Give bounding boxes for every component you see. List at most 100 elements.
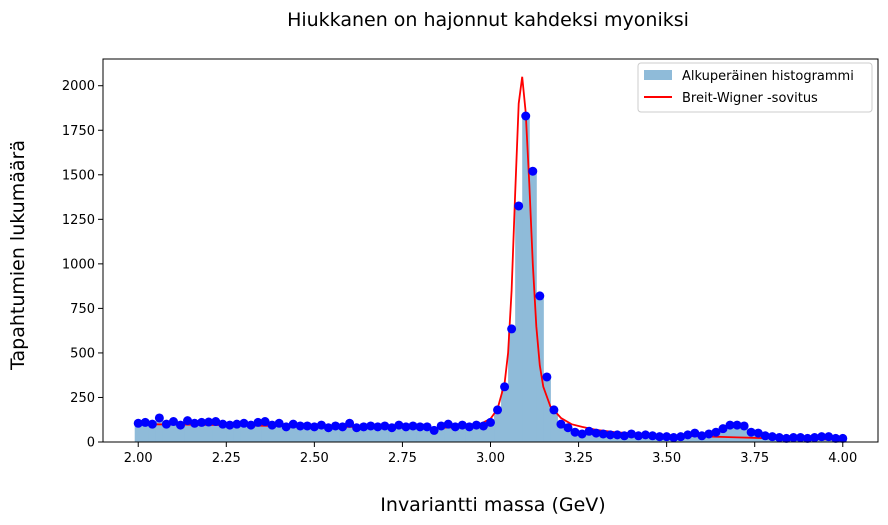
data-point xyxy=(338,422,348,432)
data-point xyxy=(556,419,566,429)
data-point xyxy=(281,422,291,432)
histogram-bar xyxy=(184,420,192,442)
plot-area xyxy=(102,58,879,443)
y-tick-label: 1750 xyxy=(62,124,95,139)
histogram-bar xyxy=(367,425,375,442)
data-point xyxy=(373,422,383,432)
histogram-bar xyxy=(247,425,255,442)
histogram-bar xyxy=(198,422,206,442)
data-point xyxy=(507,324,517,334)
histogram-bar xyxy=(339,426,347,442)
histogram-bar xyxy=(317,425,326,442)
data-point xyxy=(683,430,693,440)
y-tick-label: 250 xyxy=(70,391,95,406)
data-point xyxy=(204,417,214,427)
data-point xyxy=(697,431,707,441)
data-point xyxy=(521,111,531,121)
data-point xyxy=(796,433,805,443)
histogram-bar xyxy=(557,424,565,442)
y-axis-label: Tapahtumien lukumäärä xyxy=(7,140,29,371)
data-point xyxy=(260,417,270,427)
histogram-bar xyxy=(289,424,298,442)
data-point xyxy=(197,417,207,427)
legend-histogram-swatch xyxy=(644,70,672,80)
data-point xyxy=(669,433,679,443)
data-point xyxy=(584,426,594,436)
data-point xyxy=(633,431,643,441)
data-point xyxy=(774,433,784,443)
data-point xyxy=(753,428,763,438)
histogram-bar xyxy=(437,425,446,442)
data-point xyxy=(436,421,446,431)
data-point xyxy=(176,420,185,430)
data-point xyxy=(211,417,221,427)
histogram-bar xyxy=(550,409,558,442)
x-tick-label: 4.00 xyxy=(828,451,857,466)
data-point xyxy=(817,432,827,442)
data-point xyxy=(352,423,362,433)
histogram-bar xyxy=(571,432,580,442)
data-point xyxy=(274,418,284,428)
data-point xyxy=(788,433,798,443)
histogram-bar xyxy=(226,425,234,442)
histogram-bar xyxy=(212,421,220,442)
chart-title: Hiukkanen on hajonnut kahdeksi myoniksi xyxy=(287,9,689,31)
data-point xyxy=(457,420,467,430)
data-point xyxy=(591,428,601,438)
data-point xyxy=(218,419,228,429)
data-point xyxy=(133,418,143,428)
histogram-bar xyxy=(162,424,171,442)
data-point xyxy=(394,420,404,430)
data-point xyxy=(168,417,178,427)
data-point xyxy=(648,431,658,441)
x-tick-label: 3.25 xyxy=(564,451,593,466)
plot-background xyxy=(103,59,878,442)
data-point xyxy=(401,422,411,432)
histogram-bar xyxy=(240,423,248,442)
histogram-bar xyxy=(472,425,481,442)
histogram-bar xyxy=(740,425,749,442)
data-point xyxy=(760,431,770,441)
histogram-bar xyxy=(219,424,227,442)
x-tick-label: 2.50 xyxy=(300,451,329,466)
data-point xyxy=(415,422,425,432)
data-point xyxy=(429,425,439,435)
histogram-bar xyxy=(395,425,403,442)
histogram-bar xyxy=(522,116,530,443)
data-point xyxy=(161,419,171,429)
data-point xyxy=(408,421,418,431)
data-point xyxy=(619,431,629,441)
data-point xyxy=(570,427,580,437)
histogram-bar xyxy=(458,425,467,442)
data-point xyxy=(183,416,193,426)
data-point xyxy=(464,422,474,432)
data-point xyxy=(331,421,340,431)
data-point xyxy=(718,424,728,434)
data-points xyxy=(133,111,848,443)
histogram-bar xyxy=(303,425,312,442)
histogram-bar xyxy=(275,423,284,442)
data-point xyxy=(190,418,200,428)
histogram-bar xyxy=(346,423,354,442)
histogram-bar xyxy=(141,422,150,442)
y-axis-ticks: 0 250 500 750 1000 1250 1500 1750 2000 xyxy=(62,79,103,451)
histogram-bar xyxy=(416,426,425,442)
data-point xyxy=(605,430,615,440)
data-point xyxy=(810,433,820,443)
data-point xyxy=(711,427,721,437)
data-point xyxy=(803,433,813,443)
data-point xyxy=(824,432,834,442)
histogram-bar xyxy=(353,427,361,442)
histogram-bar xyxy=(261,421,270,442)
data-point xyxy=(704,429,714,439)
data-point xyxy=(781,433,791,443)
data-point xyxy=(641,430,650,440)
data-point xyxy=(309,422,319,432)
histogram-bar xyxy=(360,426,368,442)
data-point xyxy=(549,405,559,415)
x-tick-label: 2.00 xyxy=(124,451,153,466)
data-point xyxy=(295,421,305,431)
data-point xyxy=(612,430,622,440)
x-tick-label: 3.50 xyxy=(652,451,681,466)
